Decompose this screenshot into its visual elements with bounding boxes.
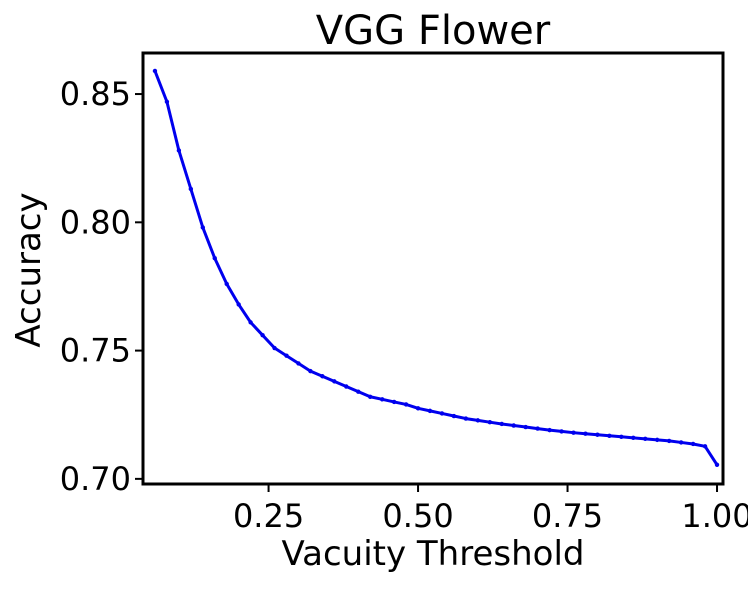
data-point: [511, 423, 516, 428]
y-tick-label: 0.75: [60, 332, 131, 370]
data-point: [152, 68, 158, 74]
data-point: [344, 384, 349, 389]
y-tick-label: 0.70: [60, 460, 131, 498]
data-point: [415, 406, 421, 411]
data-point: [260, 333, 265, 338]
data-point: [236, 302, 241, 307]
data-point: [176, 148, 182, 153]
data-point: [248, 320, 253, 325]
y-axis-label: Accuracy: [9, 192, 49, 347]
data-point: [391, 399, 397, 405]
data-point: [535, 426, 540, 431]
data-point: [690, 441, 696, 447]
data-point: [200, 225, 205, 230]
data-point: [379, 397, 385, 402]
data-point: [655, 437, 660, 443]
x-axis: 0.25 0.50 0.75 1.00: [233, 484, 748, 535]
data-point: [559, 429, 564, 434]
data-point: [487, 419, 493, 425]
data-point: [595, 432, 600, 437]
y-tick-label: 0.85: [60, 75, 131, 113]
chart-title: VGG Flower: [316, 8, 551, 54]
x-tick-label: 1.00: [681, 497, 748, 535]
data-point: [607, 433, 612, 438]
series-line: [153, 70, 719, 466]
data-point: [308, 368, 313, 374]
data-point: [702, 444, 708, 449]
data-point: [296, 361, 301, 366]
data-point: [368, 394, 373, 399]
data-point: [427, 408, 433, 414]
data-point: [523, 424, 528, 430]
data-point: [439, 411, 445, 416]
data-point: [272, 345, 277, 351]
data-point: [463, 416, 469, 421]
data-point: [164, 99, 170, 104]
plot-area: [152, 68, 720, 467]
data-point: [284, 353, 289, 358]
y-tick-label: 0.80: [60, 203, 131, 241]
data-point: [714, 462, 720, 467]
x-axis-label: Vacuity Threshold: [282, 534, 585, 574]
data-point: [332, 379, 337, 384]
data-point: [451, 413, 457, 419]
data-point: [666, 438, 672, 444]
plot-frame: [141, 51, 725, 486]
data-point: [678, 440, 684, 445]
data-point: [631, 435, 636, 441]
data-point: [619, 434, 624, 439]
data-point: [475, 418, 481, 423]
x-tick-label: 0.50: [382, 497, 453, 535]
x-tick-label: 0.75: [532, 497, 603, 535]
data-point: [499, 421, 504, 427]
data-point: [224, 281, 229, 287]
data-point: [403, 402, 409, 407]
data-point: [320, 374, 325, 379]
x-tick-label: 0.25: [233, 497, 304, 535]
data-point: [643, 436, 648, 442]
data-point: [356, 389, 361, 394]
data-point: [571, 430, 576, 435]
data-point: [212, 256, 217, 261]
data-point: [547, 427, 552, 433]
data-point: [583, 431, 588, 436]
data-point: [188, 186, 194, 192]
y-axis: 0.70 0.75 0.80 0.85: [60, 75, 143, 498]
